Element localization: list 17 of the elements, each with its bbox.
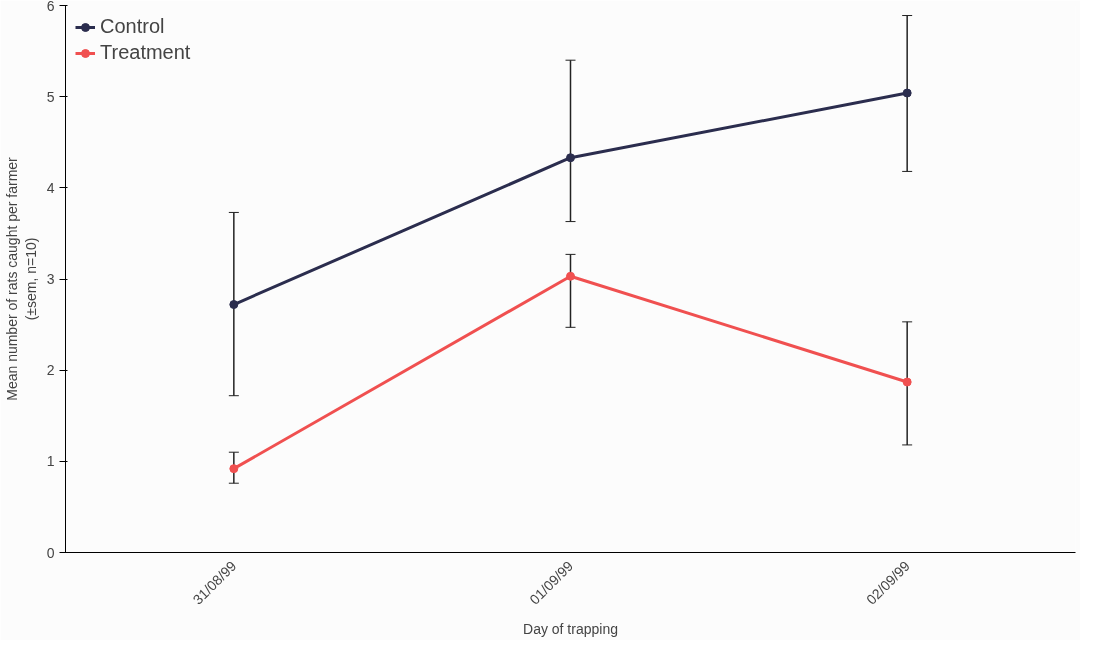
- y-tick-label: 5: [46, 88, 55, 105]
- point: [566, 271, 575, 281]
- y-tick-label: 1: [46, 453, 55, 470]
- point: [902, 377, 912, 387]
- y-tick-label: 0: [46, 544, 55, 561]
- y-tick-label: 2: [46, 362, 55, 379]
- y-tick-label: 4: [46, 179, 55, 196]
- legend-label: Treatment: [100, 41, 191, 64]
- point: [229, 464, 239, 474]
- point: [902, 88, 912, 98]
- y-tick-label: 6: [46, 0, 55, 14]
- y-tick-label: 3: [46, 271, 55, 287]
- point: [229, 300, 239, 310]
- x-axis-title: Day of trapping: [523, 621, 618, 638]
- y-axis-title: Mean number of rats caught per farmer (±sem, n=10): [3, 156, 39, 401]
- point: [566, 153, 575, 163]
- legend-label: Control: [100, 15, 165, 38]
